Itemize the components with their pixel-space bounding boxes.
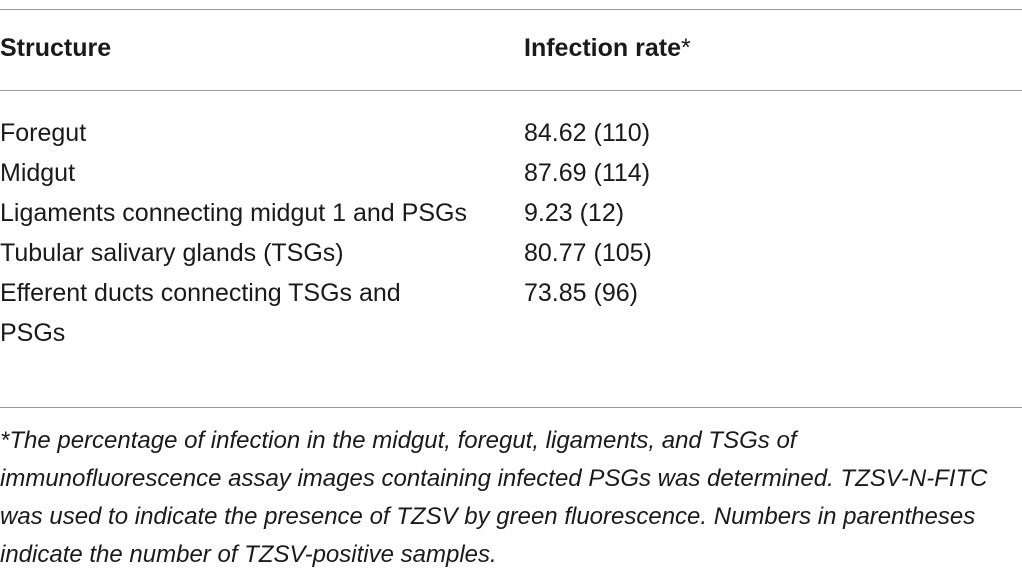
header-structure: Structure [0, 34, 112, 62]
cell-infection-rate: 80.77 (105) [524, 239, 652, 267]
table-row: Ligaments connecting midgut 1 and PSGs 9… [0, 193, 1022, 233]
table-row: Foregut 84.62 (110) [0, 113, 1022, 153]
cell-infection-rate: 87.69 (114) [524, 159, 651, 187]
header-infection-rate: Infection rate* [524, 34, 691, 63]
header-footnote-mark: * [680, 34, 691, 62]
cell-structure: Tubular salivary glands (TSGs) [0, 239, 344, 267]
cell-structure: Foregut [0, 119, 87, 147]
cell-structure: Ligaments connecting midgut 1 and PSGs [0, 199, 467, 227]
table-row: Midgut 87.69 (114) [0, 153, 1022, 193]
table-row: Tubular salivary glands (TSGs) 80.77 (10… [0, 233, 1022, 273]
cell-infection-rate: 9.23 (12) [524, 199, 625, 227]
cell-structure: Midgut [0, 159, 76, 187]
table-bottom-rule [0, 407, 1022, 408]
cell-infection-rate: 73.85 (96) [524, 279, 638, 307]
table-row: Efferent ducts connecting TSGs and PSGs … [0, 273, 1022, 353]
cell-structure: Efferent ducts connecting TSGs and PSGs [0, 279, 401, 347]
table-body: Foregut 84.62 (110) Midgut 87.69 (114) L… [0, 113, 1022, 353]
table-footnote: *The percentage of infection in the midg… [0, 427, 988, 568]
table-top-rule [0, 9, 1022, 10]
header-infection-rate-label: Infection rate [524, 34, 681, 62]
table-header: Structure Infection rate* [0, 34, 1022, 68]
table-header-rule [0, 90, 1022, 91]
cell-infection-rate: 84.62 (110) [524, 119, 651, 147]
